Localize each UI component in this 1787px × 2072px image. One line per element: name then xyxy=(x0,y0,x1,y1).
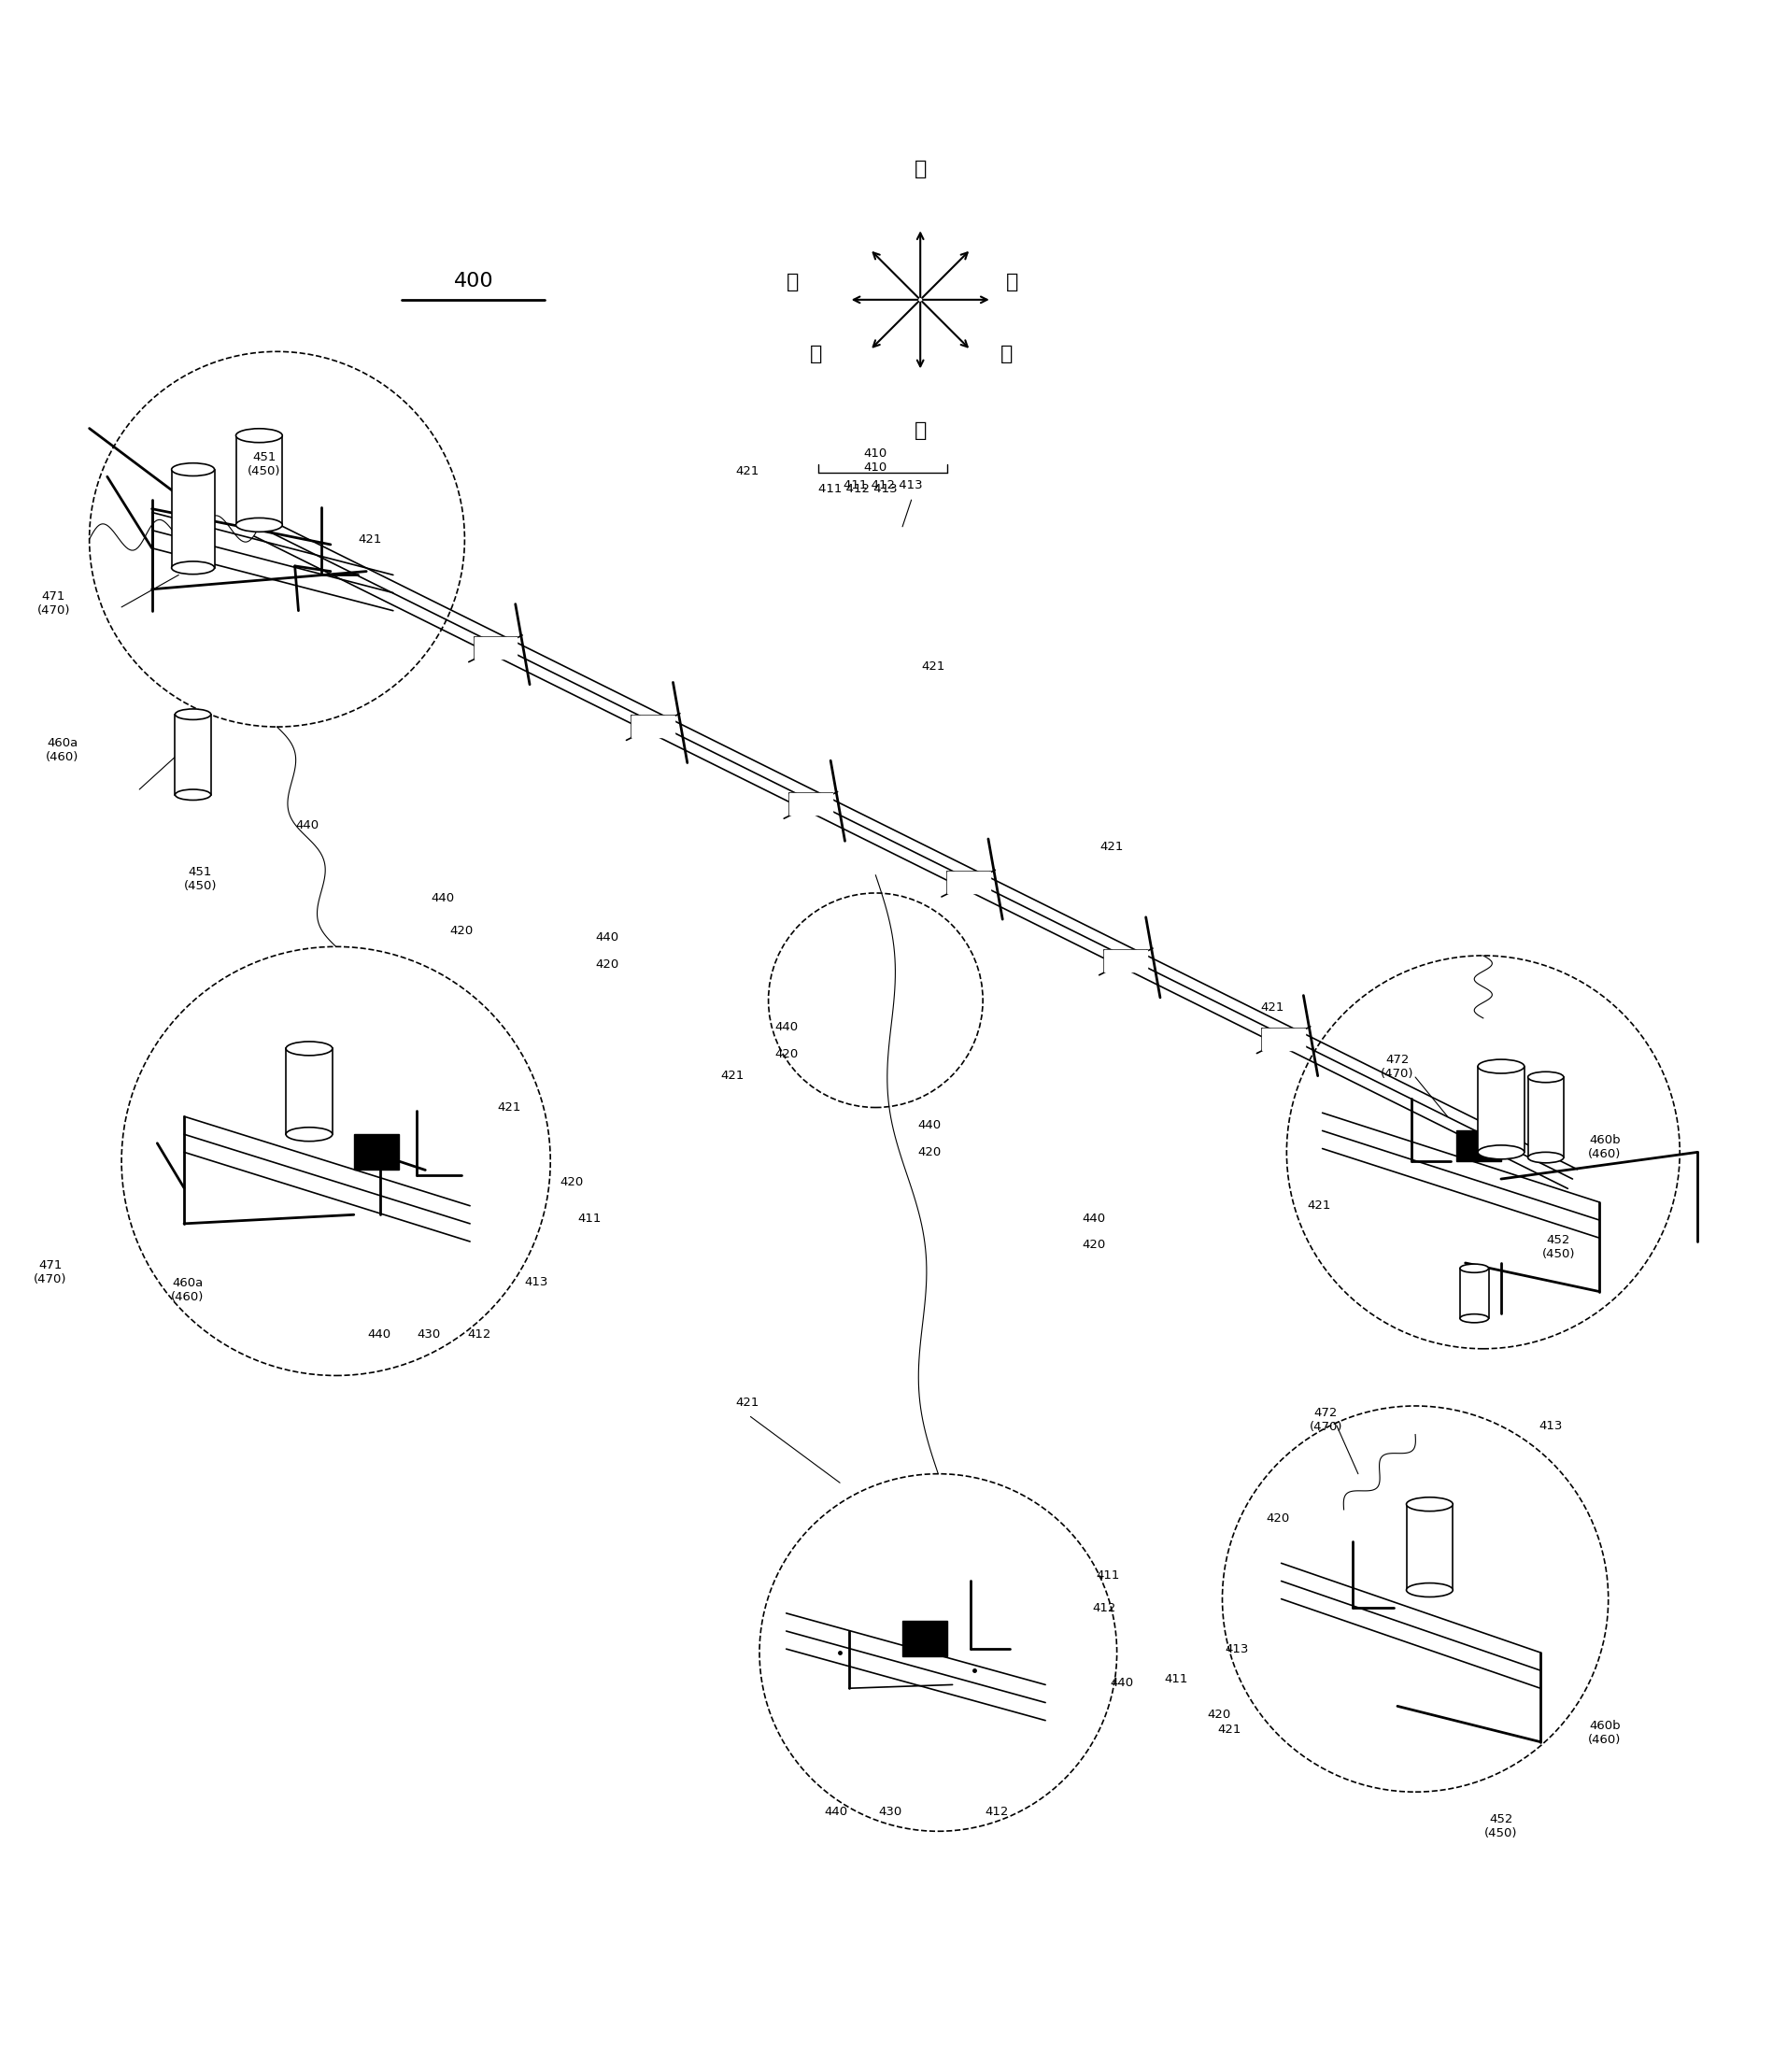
Polygon shape xyxy=(1104,951,1147,972)
Text: 420: 420 xyxy=(595,959,620,970)
Text: 411: 411 xyxy=(1095,1571,1120,1581)
Text: 412: 412 xyxy=(985,1805,1010,1817)
Ellipse shape xyxy=(175,789,211,800)
Polygon shape xyxy=(1262,1028,1305,1051)
Text: 421: 421 xyxy=(1260,1001,1285,1013)
Text: 460b
(460): 460b (460) xyxy=(1589,1720,1621,1747)
Text: 451
(450): 451 (450) xyxy=(248,452,281,477)
Bar xyxy=(1528,1077,1564,1158)
Text: 后: 后 xyxy=(1006,274,1019,292)
Text: 471
(470): 471 (470) xyxy=(38,591,70,617)
Text: 420: 420 xyxy=(774,1048,799,1061)
Text: 上: 上 xyxy=(915,160,926,178)
Text: 421: 421 xyxy=(920,661,945,671)
Text: 471
(470): 471 (470) xyxy=(34,1260,66,1285)
Text: 472
(470): 472 (470) xyxy=(1381,1053,1414,1080)
Text: 440: 440 xyxy=(595,932,620,943)
Text: 413: 413 xyxy=(524,1276,549,1289)
Text: 440: 440 xyxy=(1081,1212,1106,1225)
Ellipse shape xyxy=(1406,1498,1453,1510)
Text: 410: 410 xyxy=(863,448,888,460)
Text: 451
(450): 451 (450) xyxy=(184,866,216,891)
Ellipse shape xyxy=(236,429,282,443)
Ellipse shape xyxy=(175,709,211,719)
Text: 400: 400 xyxy=(454,271,493,290)
Bar xyxy=(172,470,214,568)
Ellipse shape xyxy=(1528,1071,1564,1082)
Text: 440: 440 xyxy=(824,1805,849,1817)
Text: 440: 440 xyxy=(366,1328,391,1341)
Text: 421: 421 xyxy=(497,1102,522,1113)
Text: 421: 421 xyxy=(357,533,382,545)
Text: 411 412 413: 411 412 413 xyxy=(818,483,897,495)
Text: 440: 440 xyxy=(431,893,456,905)
Polygon shape xyxy=(790,794,833,814)
Text: 440: 440 xyxy=(917,1119,942,1131)
Ellipse shape xyxy=(286,1042,332,1055)
Bar xyxy=(1406,1504,1453,1589)
Text: 420: 420 xyxy=(1265,1513,1290,1525)
Text: 421: 421 xyxy=(734,1397,759,1409)
Ellipse shape xyxy=(1460,1264,1489,1272)
Bar xyxy=(175,715,211,796)
Text: 460b
(460): 460b (460) xyxy=(1589,1133,1621,1160)
Text: 411: 411 xyxy=(1163,1674,1188,1685)
Text: 左: 左 xyxy=(786,274,799,292)
Text: 410: 410 xyxy=(863,462,888,474)
Text: 440: 440 xyxy=(774,1021,799,1034)
Polygon shape xyxy=(902,1620,947,1656)
Ellipse shape xyxy=(1406,1583,1453,1598)
Text: 430: 430 xyxy=(416,1328,441,1341)
Text: 460a
(460): 460a (460) xyxy=(46,738,79,762)
Ellipse shape xyxy=(286,1127,332,1142)
Ellipse shape xyxy=(236,518,282,533)
Text: 440: 440 xyxy=(295,818,320,831)
Text: 411: 411 xyxy=(577,1212,602,1225)
Text: 前: 前 xyxy=(810,344,822,363)
Text: 412: 412 xyxy=(466,1328,491,1341)
Polygon shape xyxy=(947,872,990,893)
Ellipse shape xyxy=(1478,1059,1524,1073)
Bar xyxy=(286,1048,332,1133)
Text: 下: 下 xyxy=(915,421,926,439)
Bar xyxy=(1460,1268,1489,1318)
Text: 412: 412 xyxy=(1092,1602,1117,1614)
Text: 421: 421 xyxy=(1217,1724,1242,1736)
Ellipse shape xyxy=(1478,1146,1524,1158)
Text: 右: 右 xyxy=(1001,344,1013,363)
Text: 452
(450): 452 (450) xyxy=(1485,1813,1517,1840)
Polygon shape xyxy=(633,715,675,738)
Ellipse shape xyxy=(1460,1314,1489,1322)
Text: 421: 421 xyxy=(734,466,759,477)
Text: 460a
(460): 460a (460) xyxy=(172,1276,204,1303)
Text: 420: 420 xyxy=(449,924,474,937)
Text: 413: 413 xyxy=(1539,1419,1564,1432)
Text: 421: 421 xyxy=(720,1069,745,1082)
Bar xyxy=(236,435,282,524)
Text: 421: 421 xyxy=(1306,1200,1331,1212)
Bar xyxy=(1478,1067,1524,1152)
Text: 413: 413 xyxy=(1224,1643,1249,1656)
Text: 472
(470): 472 (470) xyxy=(1310,1407,1342,1434)
Text: 421: 421 xyxy=(1099,841,1124,854)
Text: 452
(450): 452 (450) xyxy=(1542,1233,1574,1260)
Text: 430: 430 xyxy=(877,1805,902,1817)
Polygon shape xyxy=(474,636,516,659)
Text: 420: 420 xyxy=(1206,1709,1231,1722)
Ellipse shape xyxy=(1528,1152,1564,1162)
Ellipse shape xyxy=(172,462,214,477)
Text: 420: 420 xyxy=(559,1177,584,1189)
Polygon shape xyxy=(354,1133,399,1171)
Text: 411 412 413: 411 412 413 xyxy=(843,479,922,491)
Text: 440: 440 xyxy=(1110,1676,1135,1689)
Text: 420: 420 xyxy=(917,1146,942,1158)
Ellipse shape xyxy=(172,562,214,574)
Polygon shape xyxy=(1456,1131,1501,1160)
Text: 420: 420 xyxy=(1081,1239,1106,1251)
